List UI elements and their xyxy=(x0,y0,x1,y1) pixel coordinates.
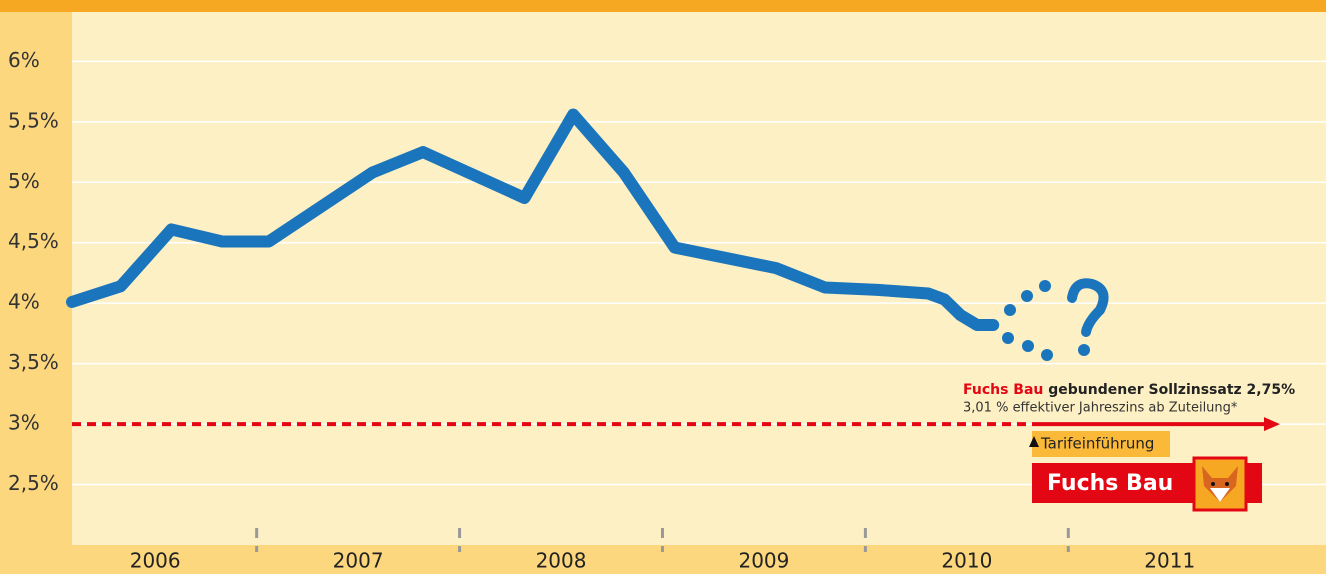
y-tick-label: 5% xyxy=(8,169,40,193)
y-tick-label: 5,5% xyxy=(8,108,59,132)
y-tick-label: 2,5% xyxy=(8,471,59,495)
x-tick-label: 2011 xyxy=(1144,549,1195,573)
y-tick-label: 4% xyxy=(8,290,40,314)
rate-annotation: Fuchs Bau gebundener Sollzinssatz 2,75% xyxy=(963,382,1295,398)
fox-icon xyxy=(1194,458,1246,510)
launch-label: Tarifeinführung xyxy=(1040,435,1154,453)
effective-annotation: 3,01 % effektiver Jahreszins ab Zuteilun… xyxy=(963,401,1238,416)
y-tick-label: 6% xyxy=(8,48,40,72)
logo-text: Fuchs Bau xyxy=(1047,471,1173,496)
y-tick-label: 4,5% xyxy=(8,229,59,253)
x-tick-label: 2009 xyxy=(738,549,789,573)
y-tick-label: 3% xyxy=(8,411,40,435)
x-tick-label: 2010 xyxy=(941,549,992,573)
x-tick-label: 2008 xyxy=(536,549,587,573)
x-tick-label: 2007 xyxy=(333,549,384,573)
top-bar xyxy=(0,0,1326,12)
x-tick-label: 2006 xyxy=(130,549,181,573)
chart: Fuchs Bau gebundener Sollzinssatz 2,75% … xyxy=(0,0,1326,574)
y-tick-label: 3,5% xyxy=(8,350,59,374)
